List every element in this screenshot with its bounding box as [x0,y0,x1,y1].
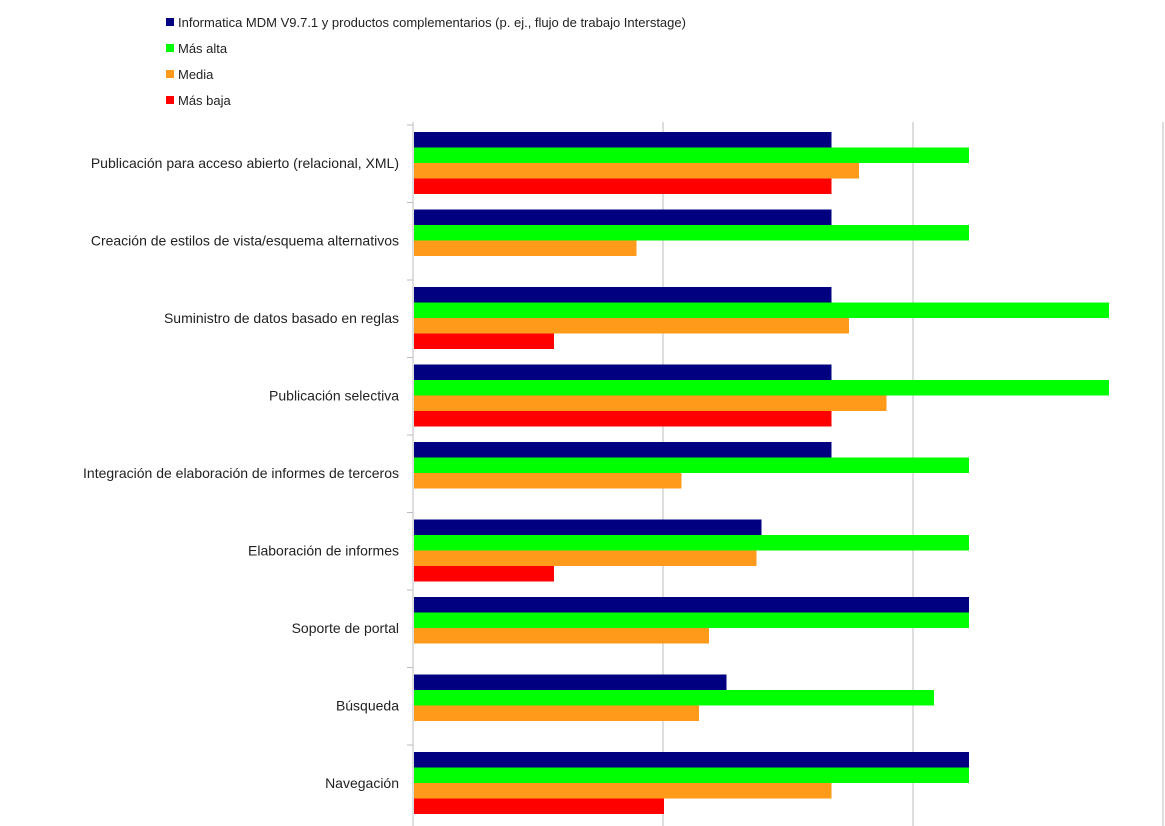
category-label: Publicación selectiva [269,388,399,404]
legend-label: Más alta [178,40,228,56]
bar [414,783,832,799]
bar [414,752,969,768]
legend-label: Media [178,66,214,82]
legend-item: Más alta [166,35,686,61]
bar [414,674,727,690]
category-label: Publicación para acceso abierto (relacio… [91,155,399,171]
category-label: Búsqueda [336,698,399,714]
bar [414,798,664,814]
chart-legend: Informatica MDM V9.7.1 y productos compl… [166,9,686,113]
legend-item: Informatica MDM V9.7.1 y productos compl… [166,9,686,35]
bar [414,473,682,489]
legend-item: Más baja [166,87,686,113]
bar [414,566,554,582]
bar [414,147,969,163]
category-label: Integración de elaboración de informes d… [83,465,399,481]
legend-label: Más baja [178,92,231,108]
legend-swatch [166,44,174,52]
legend-swatch [166,18,174,26]
bar [414,132,832,148]
legend-swatch [166,96,174,104]
legend-swatch [166,70,174,78]
bar [414,318,849,334]
category-label: Suministro de datos basado en reglas [164,310,399,326]
bar [414,395,887,411]
bar [414,240,637,256]
category-label: Creación de estilos de vista/esquema alt… [91,233,399,249]
bar [414,225,969,241]
category-label: Navegación [325,775,399,791]
category-label: Soporte de portal [292,620,399,636]
bar [414,628,709,644]
bar [414,535,969,551]
bar [414,597,969,613]
bar [414,519,762,535]
bar [414,302,1109,318]
bar [414,163,859,179]
bar [414,380,1109,396]
bar [414,411,832,427]
bar [414,705,699,721]
bar [414,457,969,473]
bar [414,612,969,628]
category-label: Elaboración de informes [248,543,399,559]
bar [414,209,832,225]
bar [414,333,554,349]
bar [414,287,832,303]
bar [414,364,832,380]
bar [414,550,757,566]
legend-item: Media [166,61,686,87]
bar [414,690,934,706]
bar [414,442,832,458]
legend-label: Informatica MDM V9.7.1 y productos compl… [178,14,686,30]
bar [414,767,969,783]
bar [414,178,832,194]
